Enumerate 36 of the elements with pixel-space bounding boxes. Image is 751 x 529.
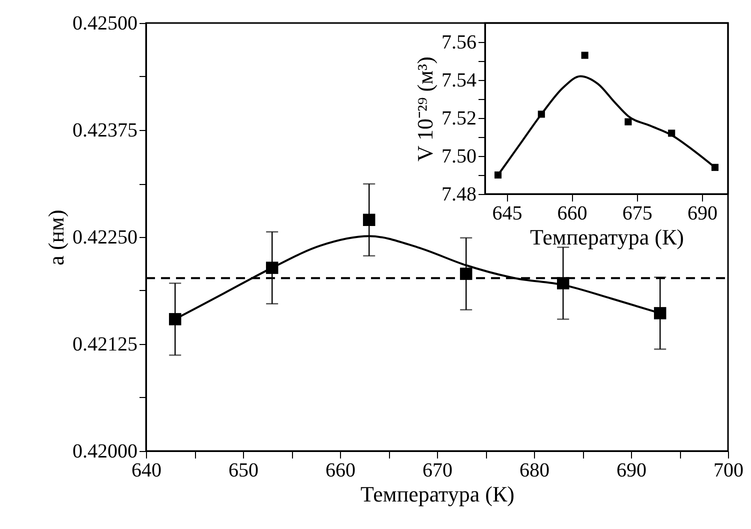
- y-tick-label: 7.56: [442, 32, 476, 54]
- x-tick-label: 650: [228, 460, 258, 482]
- y-tick-label: 7.52: [442, 108, 476, 130]
- point: [556, 277, 570, 290]
- x-tick-label: 700: [714, 460, 744, 482]
- y-tick-label: 0.42375: [72, 120, 138, 142]
- x-tick-label: 660: [557, 202, 588, 224]
- y-axis-title: V 10⁻²⁹ (м³): [412, 56, 438, 162]
- y-tick-label: 0.42125: [72, 334, 138, 356]
- x-tick-label: 680: [520, 460, 550, 482]
- y-tick-label: 0.42500: [72, 12, 138, 34]
- x-tick-label: 640: [132, 460, 162, 482]
- y-tick-label: 7.48: [442, 184, 476, 206]
- y-tick-label: 0.42250: [72, 226, 138, 248]
- point: [668, 130, 676, 137]
- y-tick-label: 7.54: [442, 70, 476, 92]
- point: [581, 52, 588, 59]
- point: [624, 118, 632, 126]
- point: [362, 214, 376, 226]
- y-tick-label: 7.50: [442, 146, 476, 168]
- x-tick-label: 660: [326, 460, 356, 482]
- y-axis-title: а (нм): [44, 210, 68, 266]
- x-axis-title: Температура (К): [530, 224, 684, 250]
- x-tick-label: 670: [422, 460, 452, 482]
- x-tick-label: 690: [616, 460, 646, 482]
- y-tick-label: 0.42000: [72, 440, 138, 462]
- point: [538, 110, 545, 118]
- x-tick-label: 645: [492, 202, 522, 224]
- x-tick-label: 675: [622, 202, 652, 224]
- point: [654, 307, 666, 320]
- x-axis-title: Температура (К): [360, 482, 514, 506]
- point: [266, 262, 278, 274]
- point: [711, 164, 719, 171]
- point: [168, 313, 182, 326]
- point: [494, 171, 502, 179]
- x-tick-label: 690: [687, 202, 718, 224]
